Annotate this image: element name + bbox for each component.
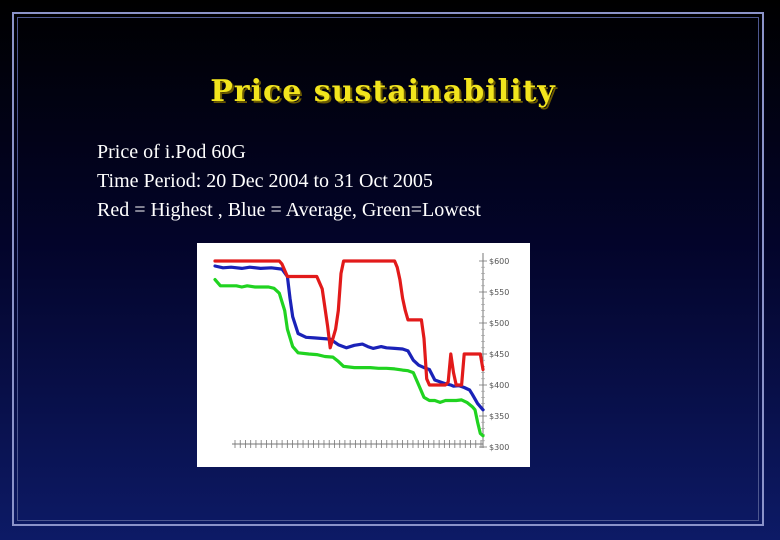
body-line-product: Price of i.Pod 60G	[97, 141, 246, 163]
y-axis-tick-label: $450	[489, 350, 509, 359]
y-axis-tick-label: $500	[489, 319, 509, 328]
slide-title: Price sustainability	[0, 74, 780, 109]
body-line-legend: Red = Highest , Blue = Average, Green=Lo…	[97, 199, 481, 221]
y-axis-tick-label: $400	[489, 381, 509, 390]
price-chart-svg: $600 $550 $500 $450 $400 $350 $300	[213, 253, 509, 452]
y-axis-tick-label: $300	[489, 443, 509, 452]
slide-frame-outer	[12, 12, 764, 526]
series-line-average	[213, 264, 485, 412]
price-chart: $600 $550 $500 $450 $400 $350 $300	[197, 243, 530, 467]
body-line-period: Time Period: 20 Dec 2004 to 31 Oct 2005	[97, 170, 433, 192]
slide-frame-inner	[17, 17, 759, 521]
y-axis-tick-label: $600	[489, 257, 509, 266]
y-axis-tick-label: $350	[489, 412, 509, 421]
series-line-highest	[213, 259, 485, 387]
slide-body: Price of i.Pod 60G Time Period: 20 Dec 2…	[97, 138, 481, 225]
series-line-lowest	[213, 277, 485, 438]
y-axis-tick-label: $550	[489, 288, 509, 297]
slide-title-text: Price sustainability	[210, 74, 556, 109]
